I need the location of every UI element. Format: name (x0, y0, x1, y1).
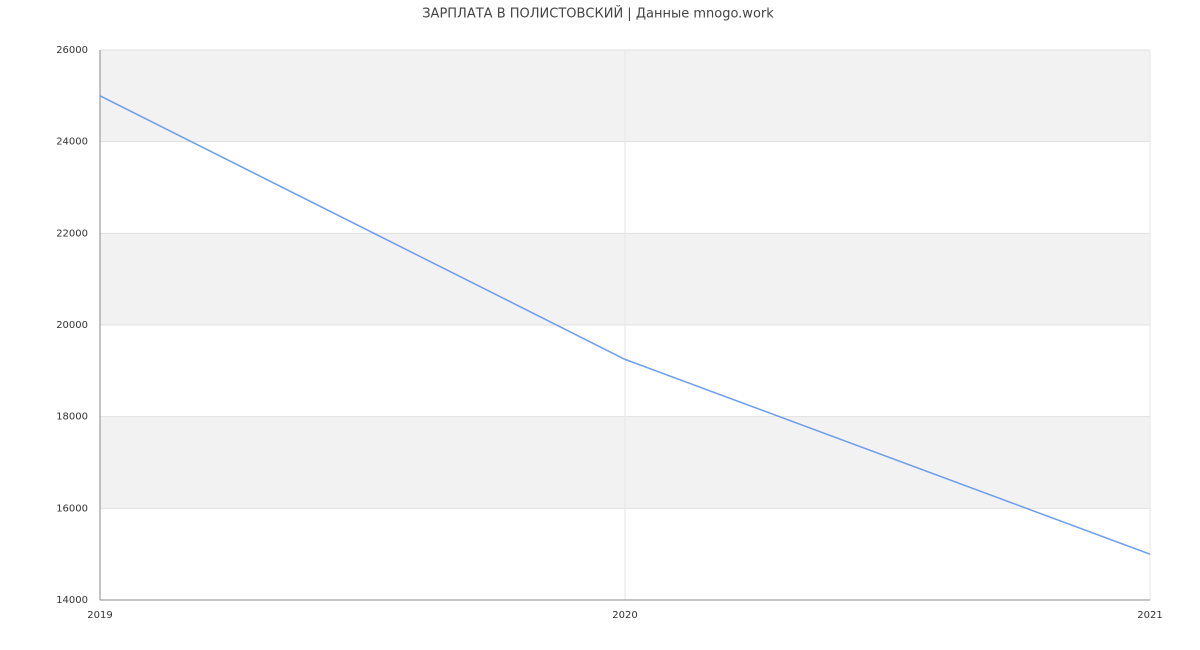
x-tick-label: 2019 (87, 610, 112, 621)
x-tick-label: 2021 (1137, 610, 1162, 621)
y-tick-label: 18000 (56, 412, 88, 423)
y-tick-label: 14000 (56, 595, 88, 606)
y-tick-label: 26000 (56, 45, 88, 56)
chart-title: ЗАРПЛАТА В ПОЛИСТОВСКИЙ | Данные mnogo.w… (422, 6, 774, 22)
x-tick-label: 2020 (612, 610, 637, 621)
y-tick-label: 20000 (56, 320, 88, 331)
y-tick-label: 22000 (56, 228, 88, 239)
y-tick-label: 16000 (56, 503, 88, 514)
line (99, 95, 1151, 555)
y-tick-label: 24000 (56, 137, 88, 148)
